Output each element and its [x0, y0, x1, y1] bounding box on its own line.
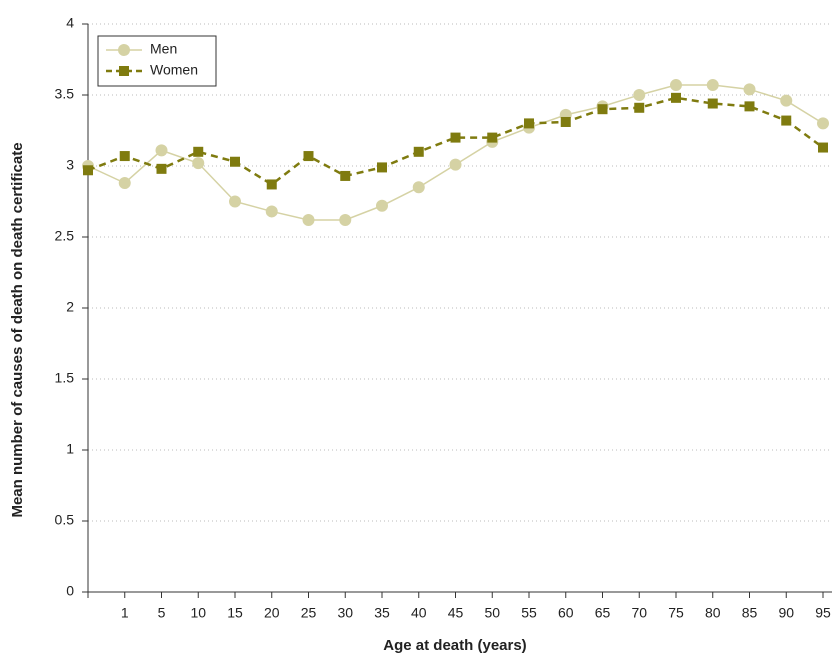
point	[230, 156, 240, 167]
point	[634, 102, 645, 113]
point	[229, 195, 241, 208]
x-tick-label: 30	[337, 605, 353, 621]
x-tick-label: 70	[631, 605, 647, 621]
x-tick-label: 20	[264, 605, 280, 621]
point	[744, 101, 755, 112]
point	[156, 163, 167, 174]
x-tick-label: 90	[778, 605, 794, 621]
point	[303, 151, 314, 162]
point	[449, 158, 462, 171]
y-tick-label: 0.5	[55, 512, 75, 528]
y-tick-label: 2	[66, 299, 74, 315]
legend-box	[97, 35, 217, 87]
point	[487, 132, 498, 143]
point	[83, 165, 93, 176]
point	[413, 146, 424, 157]
x-tick-label: 5	[158, 605, 166, 621]
point	[780, 94, 793, 107]
point	[193, 146, 204, 157]
point	[118, 177, 131, 190]
x-tick-label: 80	[705, 605, 721, 621]
point	[302, 213, 315, 226]
x-tick-label: 45	[448, 605, 464, 621]
x-tick-label: 95	[815, 605, 831, 621]
point	[671, 92, 681, 103]
legend-label: Women	[150, 62, 198, 78]
point	[781, 115, 792, 126]
y-tick-label: 3	[66, 157, 74, 173]
point	[817, 117, 829, 130]
x-tick-label: 10	[190, 605, 206, 621]
point	[340, 170, 351, 181]
x-tick-label: 50	[484, 605, 500, 621]
y-tick-label: 4	[66, 15, 74, 31]
point	[560, 116, 571, 127]
x-tick-label: 15	[227, 605, 243, 621]
point	[524, 118, 534, 129]
y-tick-label: 1.5	[55, 370, 75, 386]
point	[818, 142, 828, 153]
x-tick-label: 25	[301, 605, 317, 621]
point	[743, 83, 756, 96]
point	[377, 162, 387, 173]
point	[339, 213, 352, 226]
point	[155, 144, 168, 157]
x-tick-label: 65	[595, 605, 611, 621]
x-tick-label: 40	[411, 605, 427, 621]
legend-label: Men	[150, 41, 177, 57]
x-axis-title: Age at death (years)	[383, 637, 526, 654]
point	[450, 132, 461, 143]
y-axis-title: Mean number of causes of death on death …	[9, 142, 26, 517]
x-tick-label: 85	[742, 605, 758, 621]
y-tick-label: 0	[66, 583, 74, 599]
point	[706, 79, 719, 92]
y-tick-label: 1	[66, 441, 74, 457]
point	[597, 104, 608, 115]
point	[266, 179, 277, 190]
point	[412, 181, 425, 194]
x-tick-label: 1	[121, 605, 129, 621]
point	[707, 98, 718, 109]
y-tick-label: 2.5	[55, 228, 75, 244]
point	[265, 205, 278, 218]
x-tick-label: 60	[558, 605, 574, 621]
x-tick-label: 75	[668, 605, 684, 621]
point	[376, 199, 388, 212]
legend-marker	[119, 66, 129, 76]
point	[192, 157, 205, 170]
point	[670, 79, 682, 92]
y-tick-label: 3.5	[55, 86, 75, 102]
x-tick-label: 55	[521, 605, 537, 621]
point	[633, 89, 646, 101]
legend-marker	[118, 44, 130, 56]
point	[119, 151, 130, 162]
x-tick-label: 35	[374, 605, 390, 621]
